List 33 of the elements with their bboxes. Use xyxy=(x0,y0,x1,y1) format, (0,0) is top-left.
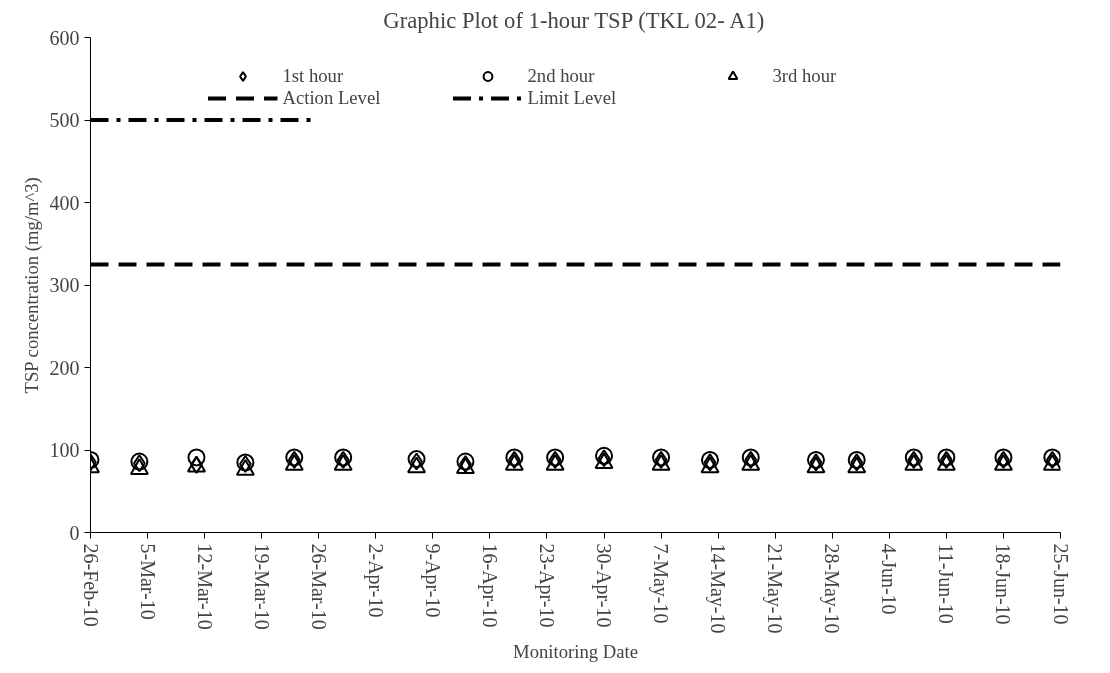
x-tick-label: 19-Mar-10 xyxy=(250,543,273,630)
x-tick-label: 7-May-10 xyxy=(649,543,673,624)
x-tick-label: 28-May-10 xyxy=(820,543,844,634)
x-tick-label: 26-Mar-10 xyxy=(307,543,330,630)
x-tick-label: 23-Apr-10 xyxy=(534,543,558,628)
y-tick-label: 100 xyxy=(49,439,80,461)
x-tick-label: 9-Apr-10 xyxy=(420,543,444,618)
y-tick-label: 400 xyxy=(49,191,80,214)
legend-label: Limit Level xyxy=(527,87,618,109)
x-tick-label: 11-Jun-10 xyxy=(935,543,958,624)
y-tick-label: 500 xyxy=(49,109,80,131)
y-axis-title: TSP concentration (mg/m^3) xyxy=(20,177,43,394)
x-tick-label: 14-May-10 xyxy=(706,543,730,634)
x-tick-label: 12-Mar-10 xyxy=(193,543,216,630)
x-tick-label: 30-Apr-10 xyxy=(592,543,616,628)
x-tick-label: 2-Apr-10 xyxy=(363,543,387,618)
y-tick-label: 600 xyxy=(49,26,80,49)
chart-title: Graphic Plot of 1-hour TSP (TKL 02- A1) xyxy=(383,7,765,33)
y-tick-label: 200 xyxy=(49,356,80,379)
x-tick-label: 18-Jun-10 xyxy=(992,543,1015,625)
legend-label: 3rd hour xyxy=(772,65,838,87)
legend-label: 2nd hour xyxy=(527,65,596,87)
x-axis-title: Monitoring Date xyxy=(513,641,638,663)
x-tick-label: 26-Feb-10 xyxy=(79,543,102,627)
x-tick-label: 21-May-10 xyxy=(763,543,787,634)
x-tick-label: 25-Jun-10 xyxy=(1049,543,1072,625)
x-tick-label: 4-Jun-10 xyxy=(878,543,901,615)
legend-label: Action Level xyxy=(282,87,382,109)
y-tick-label: 300 xyxy=(49,274,80,296)
x-tick-label: 16-Apr-10 xyxy=(477,543,501,628)
y-tick-label: 0 xyxy=(69,521,80,544)
x-tick-label: 5-Mar-10 xyxy=(136,543,159,620)
legend-label: 1st hour xyxy=(282,65,345,87)
